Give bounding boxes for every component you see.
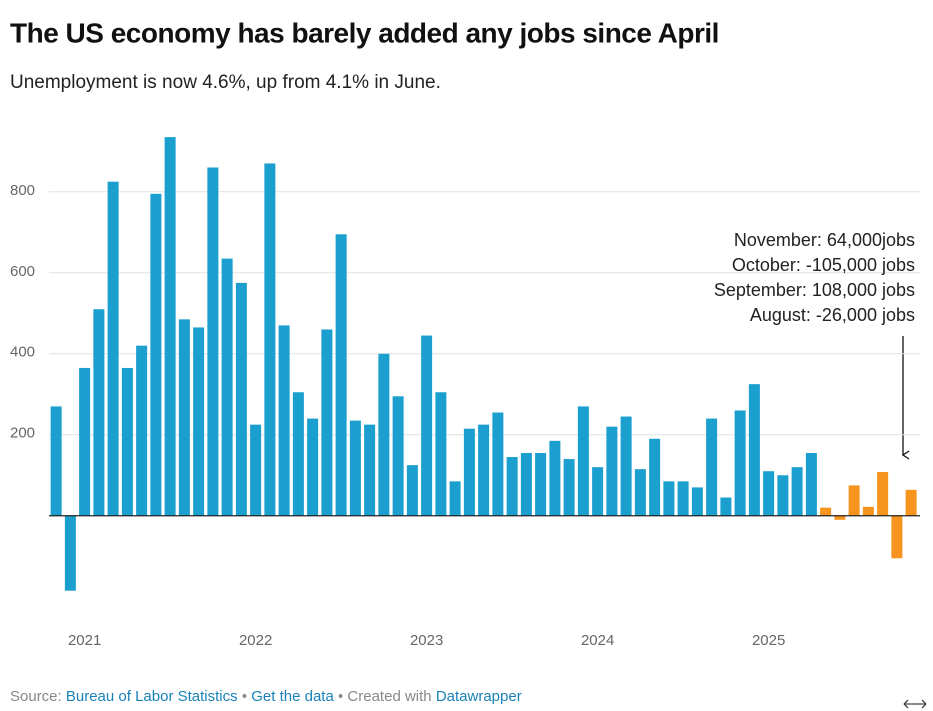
bar bbox=[364, 424, 376, 516]
bar bbox=[706, 418, 718, 516]
bar bbox=[777, 475, 789, 516]
bar bbox=[891, 515, 903, 559]
bar bbox=[392, 396, 404, 516]
bar bbox=[634, 469, 646, 516]
bar bbox=[107, 181, 119, 516]
bar bbox=[734, 410, 746, 516]
footer-text: • bbox=[241, 688, 248, 705]
bar bbox=[378, 353, 390, 516]
bar bbox=[877, 472, 889, 516]
bar bbox=[250, 424, 262, 516]
bar bbox=[820, 507, 832, 516]
bar bbox=[235, 282, 247, 516]
bar bbox=[549, 440, 561, 516]
annotation-text: September: 108,000 jobs bbox=[714, 280, 915, 300]
footer-text: Source: bbox=[10, 688, 62, 705]
bar bbox=[862, 506, 874, 516]
footer-text: • bbox=[337, 688, 344, 705]
bar bbox=[520, 452, 532, 516]
footer-text: Created with bbox=[347, 688, 432, 705]
bar bbox=[620, 416, 632, 516]
bar bbox=[435, 392, 447, 516]
bar bbox=[50, 406, 62, 516]
bar bbox=[677, 481, 689, 516]
bar bbox=[748, 384, 760, 516]
bar bbox=[121, 367, 133, 516]
y-tick-label: 800 bbox=[10, 182, 35, 199]
annotation-text: October: -105,000 jobs bbox=[732, 255, 915, 275]
bar bbox=[178, 319, 190, 516]
chart-title: The US economy has barely added any jobs… bbox=[10, 17, 719, 48]
annotation-text: November: 64,000jobs bbox=[734, 230, 915, 250]
bar bbox=[606, 426, 618, 516]
bar bbox=[506, 457, 518, 516]
bar bbox=[335, 234, 347, 516]
x-tick-label: 2022 bbox=[239, 632, 272, 649]
bar bbox=[406, 465, 418, 516]
bar bbox=[905, 489, 917, 516]
bar bbox=[663, 481, 675, 516]
bar bbox=[79, 367, 91, 516]
bar bbox=[492, 412, 504, 516]
bar bbox=[563, 459, 575, 516]
bar bbox=[307, 418, 319, 516]
bar bbox=[691, 487, 703, 516]
bar bbox=[535, 452, 547, 516]
x-tick-label: 2025 bbox=[752, 632, 785, 649]
bar bbox=[834, 515, 846, 520]
annotation-text: August: -26,000 jobs bbox=[750, 305, 915, 325]
bar bbox=[193, 327, 205, 516]
bar bbox=[278, 325, 290, 516]
bar bbox=[478, 424, 490, 516]
footer-link[interactable]: Get the data bbox=[251, 688, 334, 705]
x-tick-label: 2023 bbox=[410, 632, 443, 649]
chart: The US economy has barely added any jobs… bbox=[10, 17, 920, 649]
footer: Source: Bureau of Labor Statistics • Get… bbox=[10, 688, 522, 705]
bar bbox=[720, 497, 732, 516]
bar bbox=[848, 485, 860, 516]
x-tick-label: 2024 bbox=[581, 632, 614, 649]
resize-icon bbox=[903, 699, 927, 709]
bar bbox=[421, 335, 433, 516]
chart-subtitle: Unemployment is now 4.6%, up from 4.1% i… bbox=[10, 72, 441, 93]
bar bbox=[763, 471, 775, 516]
footer-link[interactable]: Datawrapper bbox=[435, 688, 522, 705]
bar bbox=[221, 258, 233, 516]
bar bbox=[805, 452, 817, 516]
footer-link[interactable]: Bureau of Labor Statistics bbox=[65, 688, 238, 705]
bar bbox=[577, 406, 589, 516]
bar bbox=[150, 193, 162, 516]
bar bbox=[207, 167, 219, 516]
bar bbox=[136, 345, 148, 516]
bar bbox=[463, 428, 475, 516]
bar bbox=[791, 467, 803, 516]
bar bbox=[592, 467, 604, 516]
bar bbox=[292, 392, 304, 516]
bar bbox=[349, 420, 361, 516]
bar bbox=[649, 438, 661, 516]
y-tick-label: 600 bbox=[10, 263, 35, 280]
y-tick-label: 400 bbox=[10, 344, 35, 361]
y-tick-label: 200 bbox=[10, 425, 35, 442]
bar bbox=[449, 481, 461, 516]
bar bbox=[264, 163, 276, 516]
x-tick-label: 2021 bbox=[68, 632, 101, 649]
bar bbox=[164, 137, 176, 516]
bar bbox=[64, 515, 76, 591]
bar bbox=[93, 309, 105, 516]
bar bbox=[321, 329, 333, 516]
